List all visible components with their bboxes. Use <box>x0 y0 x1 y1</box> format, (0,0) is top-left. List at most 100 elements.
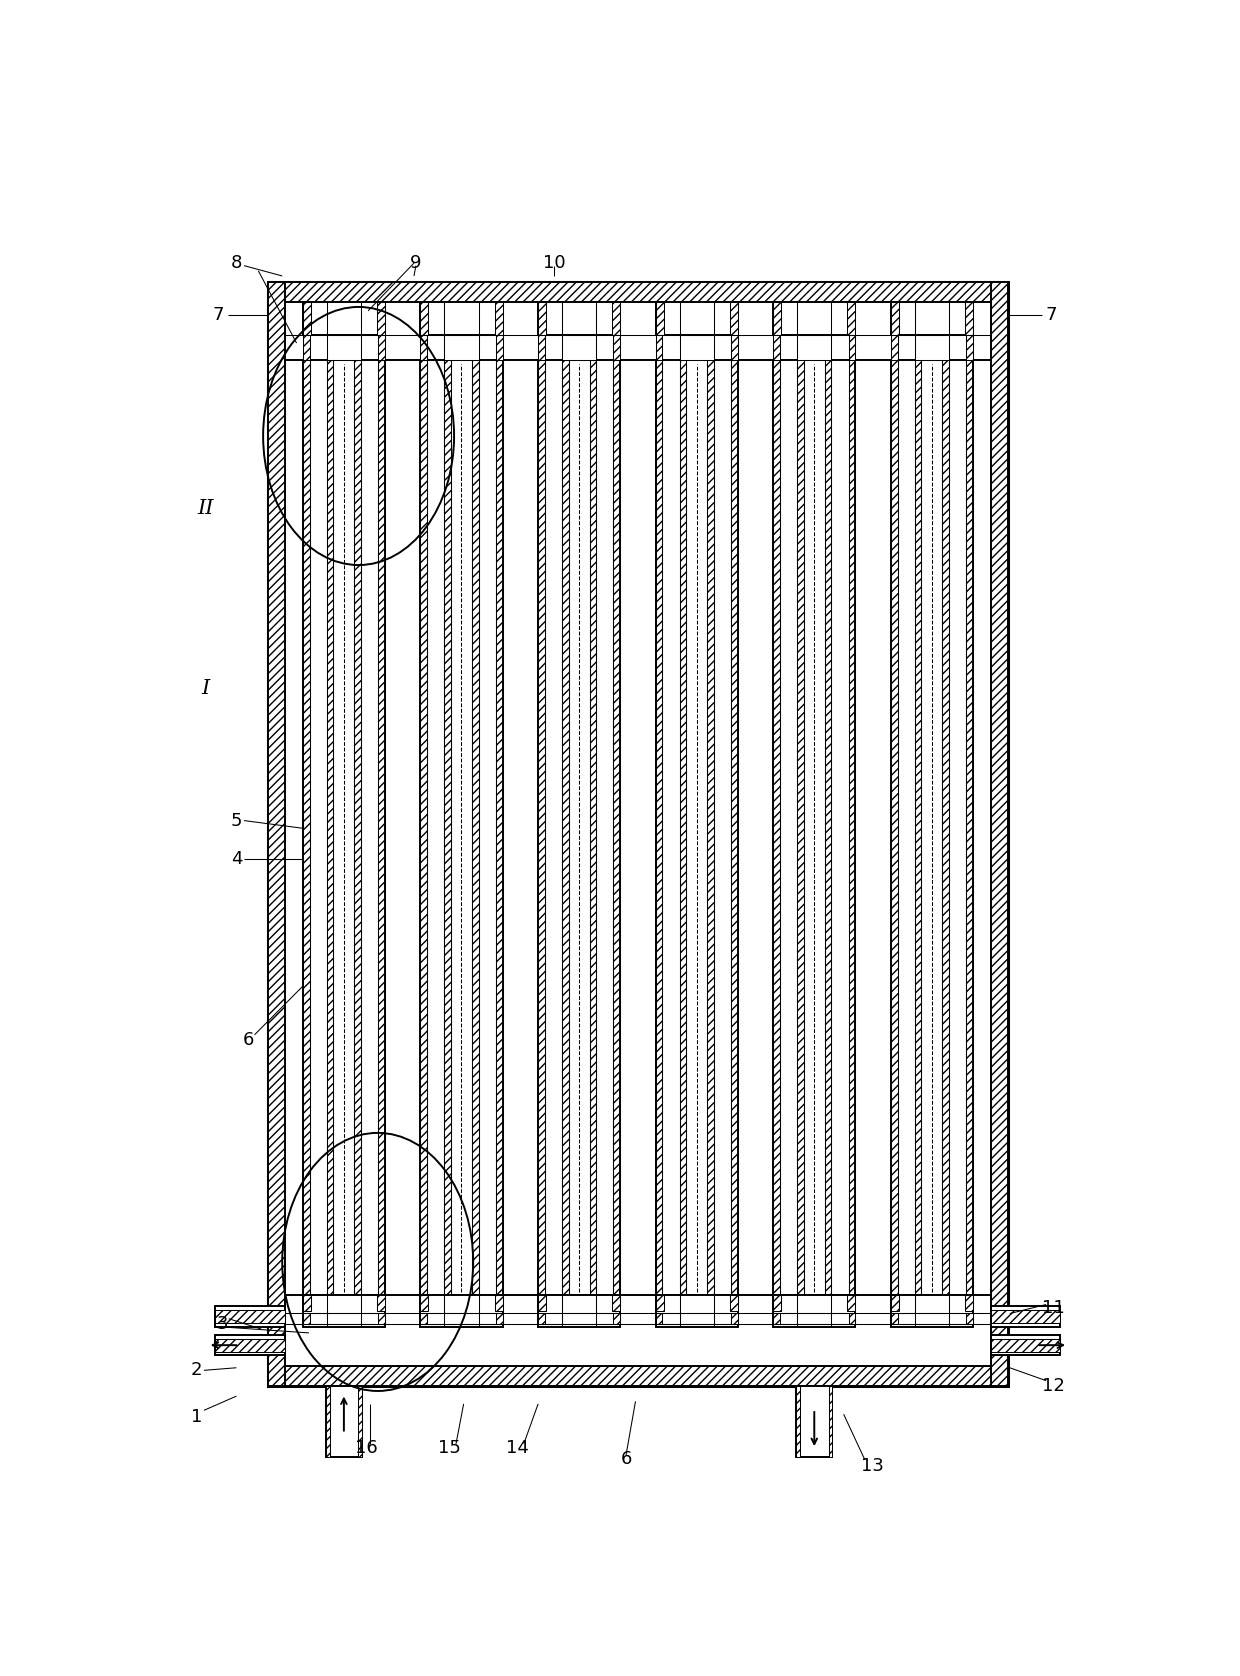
Bar <box>796 1386 832 1456</box>
Bar <box>656 360 662 1296</box>
Text: 5: 5 <box>231 811 242 830</box>
Bar <box>495 1296 502 1311</box>
Bar <box>216 1339 285 1351</box>
Bar <box>890 1314 973 1324</box>
Bar <box>420 302 429 335</box>
Bar <box>303 360 310 1296</box>
Bar <box>732 360 738 1296</box>
Bar <box>538 1314 544 1324</box>
Bar <box>966 335 973 360</box>
Bar <box>495 302 502 335</box>
Text: 4: 4 <box>231 850 242 868</box>
Bar <box>774 1296 781 1311</box>
Bar <box>538 335 544 360</box>
Bar <box>656 302 738 335</box>
Bar <box>796 1386 800 1456</box>
Bar <box>848 360 856 1296</box>
Bar <box>496 335 502 360</box>
Text: 7: 7 <box>1045 305 1056 323</box>
Bar <box>268 1366 1008 1386</box>
Bar <box>420 1314 502 1324</box>
Bar <box>496 1314 502 1324</box>
Bar <box>966 360 973 1296</box>
Bar <box>326 1386 362 1456</box>
Bar <box>707 360 714 1296</box>
Bar <box>991 1334 1060 1356</box>
Bar <box>538 1314 620 1324</box>
Bar <box>729 1296 738 1311</box>
Bar <box>848 335 856 360</box>
Bar <box>538 302 546 335</box>
Text: 13: 13 <box>861 1456 884 1475</box>
Bar <box>656 335 662 360</box>
Bar <box>915 335 949 360</box>
Bar <box>562 335 596 360</box>
Bar <box>303 1296 384 1327</box>
Bar <box>326 335 361 360</box>
Bar <box>268 283 1008 1386</box>
Bar <box>444 360 451 1296</box>
Bar <box>732 335 738 360</box>
Text: 7: 7 <box>212 305 224 323</box>
Bar <box>890 360 898 1296</box>
Bar <box>825 360 832 1296</box>
Text: 3: 3 <box>216 1316 228 1332</box>
Bar <box>538 1296 620 1327</box>
Bar <box>216 1334 285 1356</box>
Text: 14: 14 <box>506 1438 528 1456</box>
Bar <box>774 302 856 335</box>
Bar <box>538 1296 546 1311</box>
Bar <box>915 360 921 1296</box>
Bar <box>538 360 544 1296</box>
Bar <box>890 302 973 335</box>
Bar <box>848 1314 856 1324</box>
Bar <box>656 1296 738 1327</box>
Bar <box>420 335 427 360</box>
Bar <box>496 360 502 1296</box>
Bar <box>378 360 384 1296</box>
Text: 6: 6 <box>620 1450 631 1468</box>
Bar <box>613 302 620 335</box>
Bar <box>614 1314 620 1324</box>
Text: I: I <box>202 679 210 699</box>
Bar <box>420 1296 502 1327</box>
Bar <box>420 302 502 335</box>
Bar <box>890 1314 898 1324</box>
Bar <box>797 335 832 360</box>
Bar <box>797 360 804 1296</box>
Bar <box>656 1314 662 1324</box>
Bar <box>326 1386 330 1456</box>
Bar <box>303 302 311 335</box>
Bar <box>285 1296 991 1366</box>
Bar <box>991 1339 1060 1351</box>
Bar <box>303 335 310 360</box>
Bar <box>847 302 856 335</box>
Bar <box>991 283 1008 1386</box>
Bar <box>774 360 780 1296</box>
Text: 2: 2 <box>191 1361 202 1379</box>
Bar <box>656 302 663 335</box>
Bar <box>614 360 620 1296</box>
Bar <box>965 302 973 335</box>
Text: II: II <box>197 499 215 518</box>
Text: 8: 8 <box>231 255 242 272</box>
Text: 11: 11 <box>1043 1299 1065 1317</box>
Bar <box>774 302 781 335</box>
Bar <box>303 302 384 335</box>
Bar <box>378 335 384 360</box>
Bar <box>378 1314 384 1324</box>
Bar <box>774 1314 780 1324</box>
Bar <box>774 1314 856 1324</box>
Bar <box>991 1311 1060 1324</box>
Bar <box>890 1296 899 1311</box>
Bar <box>377 302 384 335</box>
Bar <box>216 1311 285 1324</box>
Bar <box>420 1296 429 1311</box>
Bar <box>303 1296 311 1311</box>
Bar <box>991 1307 1060 1327</box>
Text: 10: 10 <box>543 255 565 272</box>
Bar <box>613 1296 620 1311</box>
Bar <box>680 360 686 1296</box>
Text: 9: 9 <box>410 255 422 272</box>
Bar <box>614 335 620 360</box>
